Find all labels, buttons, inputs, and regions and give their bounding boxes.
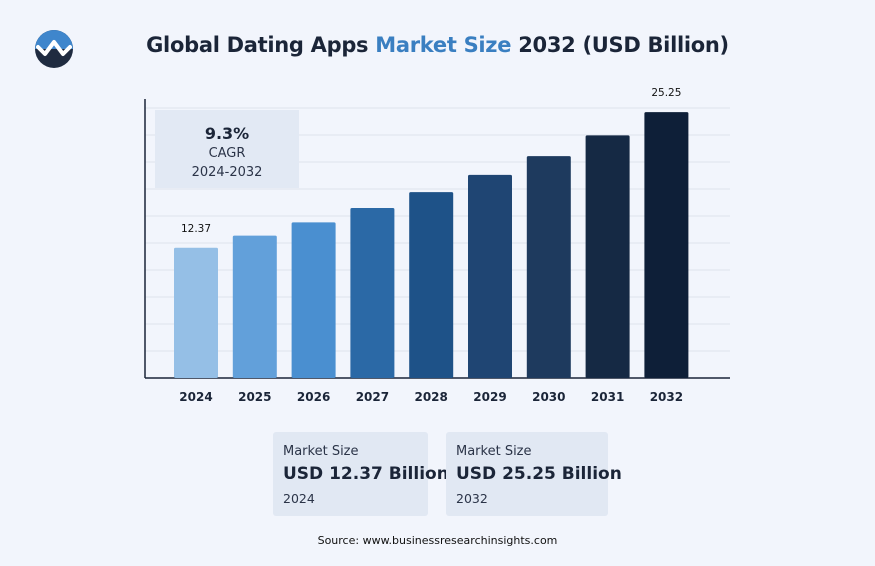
card-year: 2032: [456, 491, 488, 506]
cagr-value: 9.3%: [204, 124, 250, 143]
x-tick-label: 2029: [473, 390, 506, 404]
source-text: Source: www.businessresearchinsights.com: [317, 534, 558, 547]
x-tick-label: 2025: [238, 390, 271, 404]
bar-2029: [468, 174, 512, 378]
card-value: USD 12.37 Billion: [283, 464, 449, 484]
cagr-period: 2024-2032: [191, 165, 263, 180]
market-size-card-2032: Market Size USD 25.25 Billion 2032: [446, 432, 622, 516]
card-label: Market Size: [456, 444, 532, 459]
bar-2026: [291, 222, 336, 378]
bar-2030: [526, 156, 571, 378]
bar-2031: [585, 135, 630, 378]
title-part-1: Global Dating Apps: [146, 33, 369, 57]
bar-2025: [232, 235, 277, 378]
x-tick-label: 2032: [650, 390, 683, 404]
title-part-2: 2032 (USD Billion): [518, 33, 729, 57]
title-accent: Market Size: [375, 33, 512, 57]
data-label: 12.37: [181, 223, 211, 235]
x-tick-label: 2028: [414, 390, 447, 404]
x-tick-label: 2024: [179, 390, 212, 404]
brand-logo-icon: [35, 30, 73, 68]
cagr-label: CAGR: [208, 146, 246, 161]
bar-2032: [644, 112, 689, 379]
data-label: 25.25: [651, 87, 681, 99]
market-size-card-2024: Market Size USD 12.37 Billion 2024: [273, 432, 449, 516]
cagr-box: 9.3% CAGR 2024-2032: [155, 110, 299, 188]
card-value: USD 25.25 Billion: [456, 464, 622, 484]
bar-2028: [409, 192, 454, 378]
card-label: Market Size: [283, 444, 359, 459]
x-tick-label: 2026: [297, 390, 330, 404]
x-tick-label: 2027: [356, 390, 389, 404]
bar-2027: [350, 207, 395, 378]
bar-2024: [174, 247, 218, 378]
x-tick-label: 2030: [532, 390, 565, 404]
x-tick-label: 2031: [591, 390, 624, 404]
page-title: Global Dating Apps Market Size 2032 (USD…: [0, 33, 875, 57]
card-year: 2024: [283, 491, 315, 506]
